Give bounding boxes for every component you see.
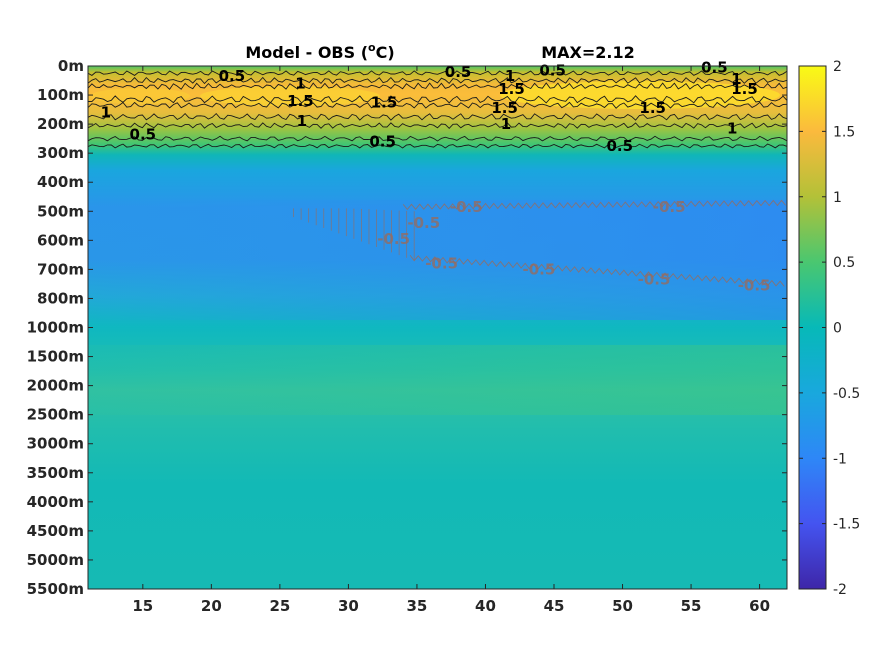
colorbar-tick-label: 0.5 bbox=[833, 255, 855, 271]
contour-label: 0.5 bbox=[130, 125, 157, 143]
contour-label: 0.5 bbox=[445, 63, 472, 81]
contour-label-negative: -0.5 bbox=[450, 198, 483, 216]
contour-label-negative: -0.5 bbox=[653, 198, 686, 216]
y-tick-label: 4500m bbox=[27, 522, 84, 540]
x-tick-label: 45 bbox=[544, 597, 565, 615]
y-tick-label: 2500m bbox=[27, 406, 84, 424]
x-tick-label: 40 bbox=[475, 597, 496, 615]
contour-label: 1.5 bbox=[639, 99, 666, 117]
y-tick-label: 600m bbox=[37, 231, 84, 249]
colorbar-tick-label: 0 bbox=[833, 321, 842, 337]
colorbar-tick-label: 1 bbox=[833, 190, 842, 206]
colorbar-tick-label: -1.5 bbox=[833, 517, 860, 533]
x-tick-label: 30 bbox=[338, 597, 359, 615]
x-axis: 15 20 25 30 35 40 45 50 55 60 bbox=[132, 66, 770, 615]
contour-label: 1 bbox=[731, 70, 741, 88]
y-tick-label: 1500m bbox=[27, 348, 84, 366]
y-tick-label: 4000m bbox=[27, 493, 84, 511]
contour-label-negative: -0.5 bbox=[407, 214, 440, 232]
contour-label-negative: -0.5 bbox=[377, 230, 410, 248]
colorbar-tick-label: -2 bbox=[833, 582, 847, 598]
contour-label: 0.5 bbox=[219, 67, 246, 85]
contour-line-positive bbox=[88, 135, 787, 142]
y-tick-label: 100m bbox=[37, 86, 84, 104]
contour-line-positive bbox=[88, 112, 787, 121]
contour-label: 1 bbox=[295, 74, 305, 92]
y-tick-label: 300m bbox=[37, 144, 84, 162]
contour-label-negative: -0.5 bbox=[638, 271, 671, 289]
contour-label: 1 bbox=[727, 119, 737, 137]
contour-label: 1 bbox=[505, 67, 515, 85]
x-tick-label: 25 bbox=[269, 597, 290, 615]
contour-line-positive bbox=[88, 70, 787, 76]
contour-label: 0.5 bbox=[369, 133, 396, 151]
colorbar-tick-label: -1 bbox=[833, 451, 847, 467]
contour-label: 0.5 bbox=[606, 137, 633, 155]
x-tick-label: 20 bbox=[201, 597, 222, 615]
contour-label: 1.5 bbox=[731, 80, 758, 98]
x-tick-label: 50 bbox=[612, 597, 633, 615]
contour-label: 1 bbox=[101, 103, 111, 121]
contour-line-positive bbox=[88, 143, 787, 149]
y-tick-label: 1000m bbox=[27, 319, 84, 337]
contour-line-negative bbox=[409, 255, 785, 287]
contour-line-positive bbox=[88, 101, 787, 109]
contour-lines bbox=[88, 70, 787, 287]
y-tick-label: 200m bbox=[37, 115, 84, 133]
x-tick-label: 15 bbox=[132, 597, 153, 615]
colorbar-tick-label: 1.5 bbox=[833, 124, 855, 140]
contour-label: 1.5 bbox=[287, 92, 314, 110]
max-annotation: MAX=2.12 bbox=[541, 43, 635, 62]
contour-line-positive bbox=[88, 76, 787, 85]
x-tick-label: 35 bbox=[407, 597, 428, 615]
contour-label: 1.5 bbox=[498, 80, 525, 98]
y-tick-label: 5000m bbox=[27, 551, 84, 569]
colorbar-tick-label: 2 bbox=[833, 59, 842, 75]
y-tick-label: 2000m bbox=[27, 377, 84, 395]
x-tick-label: 55 bbox=[681, 597, 702, 615]
x-tick-label: 60 bbox=[749, 597, 770, 615]
contour-label: 0.5 bbox=[539, 61, 566, 79]
contour-label: 1.5 bbox=[371, 93, 398, 111]
y-tick-label: 400m bbox=[37, 173, 84, 191]
y-axis: 0m 100m 200m 300m 400m 500m 600m 700m 800m 1000m 1… bbox=[27, 57, 787, 598]
contour-line-positive bbox=[88, 122, 787, 129]
contour-line-positive bbox=[88, 95, 787, 104]
contour-label: 0.5 bbox=[701, 58, 728, 76]
y-tick-label: 800m bbox=[37, 289, 84, 307]
colorbar-ticks: 2 1.5 1 0.5 0 -0.5 -1 -1.5 -2 bbox=[799, 59, 860, 598]
colorbar bbox=[798, 65, 827, 590]
contour-label: 1 bbox=[501, 115, 511, 133]
y-tick-label: 5500m bbox=[27, 580, 84, 598]
contour-label-negative: -0.5 bbox=[738, 276, 771, 294]
contour-label: 1 bbox=[297, 112, 307, 130]
y-tick-label: 700m bbox=[37, 260, 84, 278]
y-tick-label: 3500m bbox=[27, 464, 84, 482]
contour-line-positive bbox=[88, 82, 787, 90]
contour-label-negative: -0.5 bbox=[425, 255, 458, 273]
y-tick-label: 3000m bbox=[27, 435, 84, 453]
contour-label: 1.5 bbox=[491, 99, 518, 117]
y-tick-label: 500m bbox=[37, 202, 84, 220]
chart-title: Model - OBS (oC) bbox=[245, 41, 394, 62]
y-tick-label: 0m bbox=[58, 57, 84, 75]
colorbar-tick-label: -0.5 bbox=[833, 386, 860, 402]
contour-line-negative bbox=[402, 199, 786, 211]
contour-label-negative: -0.5 bbox=[523, 260, 556, 278]
